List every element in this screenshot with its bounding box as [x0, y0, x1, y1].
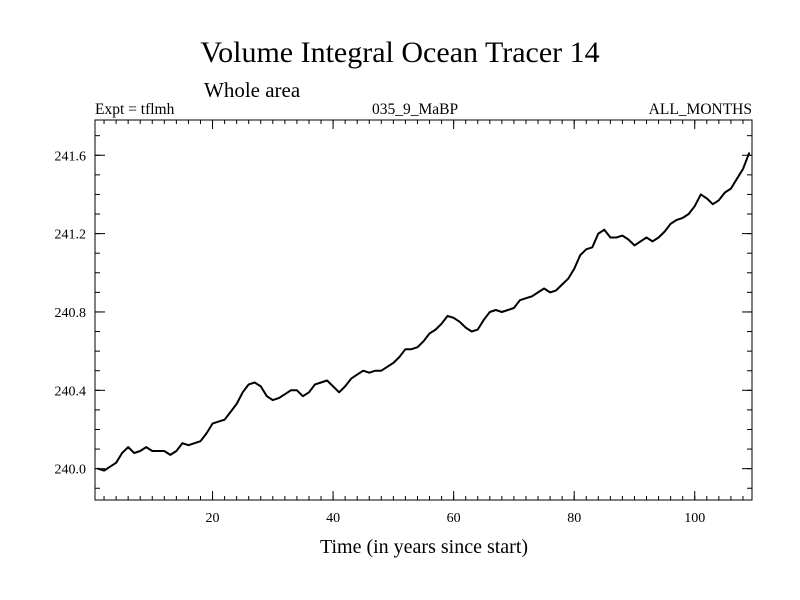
tick-labels: 20 40 60 80 100 240.0 240.4 240.8 241.2 241.6	[55, 149, 706, 526]
x-tick-label: 60	[447, 511, 461, 526]
months-label: ALL_MONTHS	[648, 101, 752, 118]
x-tick-label: 100	[684, 511, 705, 526]
axis-ticks	[95, 120, 752, 500]
y-tick-label: 240.0	[55, 463, 87, 478]
chart-title: Volume Integral Ocean Tracer 14	[200, 36, 600, 69]
y-tick-label: 240.8	[55, 306, 87, 321]
y-tick-label: 240.4	[55, 384, 87, 399]
experiment-label: Expt = tflmh	[95, 101, 175, 118]
x-tick-label: 20	[206, 511, 220, 526]
series-line	[97, 152, 750, 472]
x-tick-label: 40	[326, 511, 340, 526]
chart-subtitle: Whole area	[204, 78, 301, 102]
x-axis-label: Time (in years since start)	[320, 536, 528, 558]
y-tick-label: 241.6	[55, 149, 87, 164]
y-tick-label: 241.2	[55, 228, 87, 243]
period-label: 035_9_MaBP	[372, 101, 459, 118]
plot-frame	[94, 119, 753, 501]
x-tick-label: 80	[567, 511, 581, 526]
